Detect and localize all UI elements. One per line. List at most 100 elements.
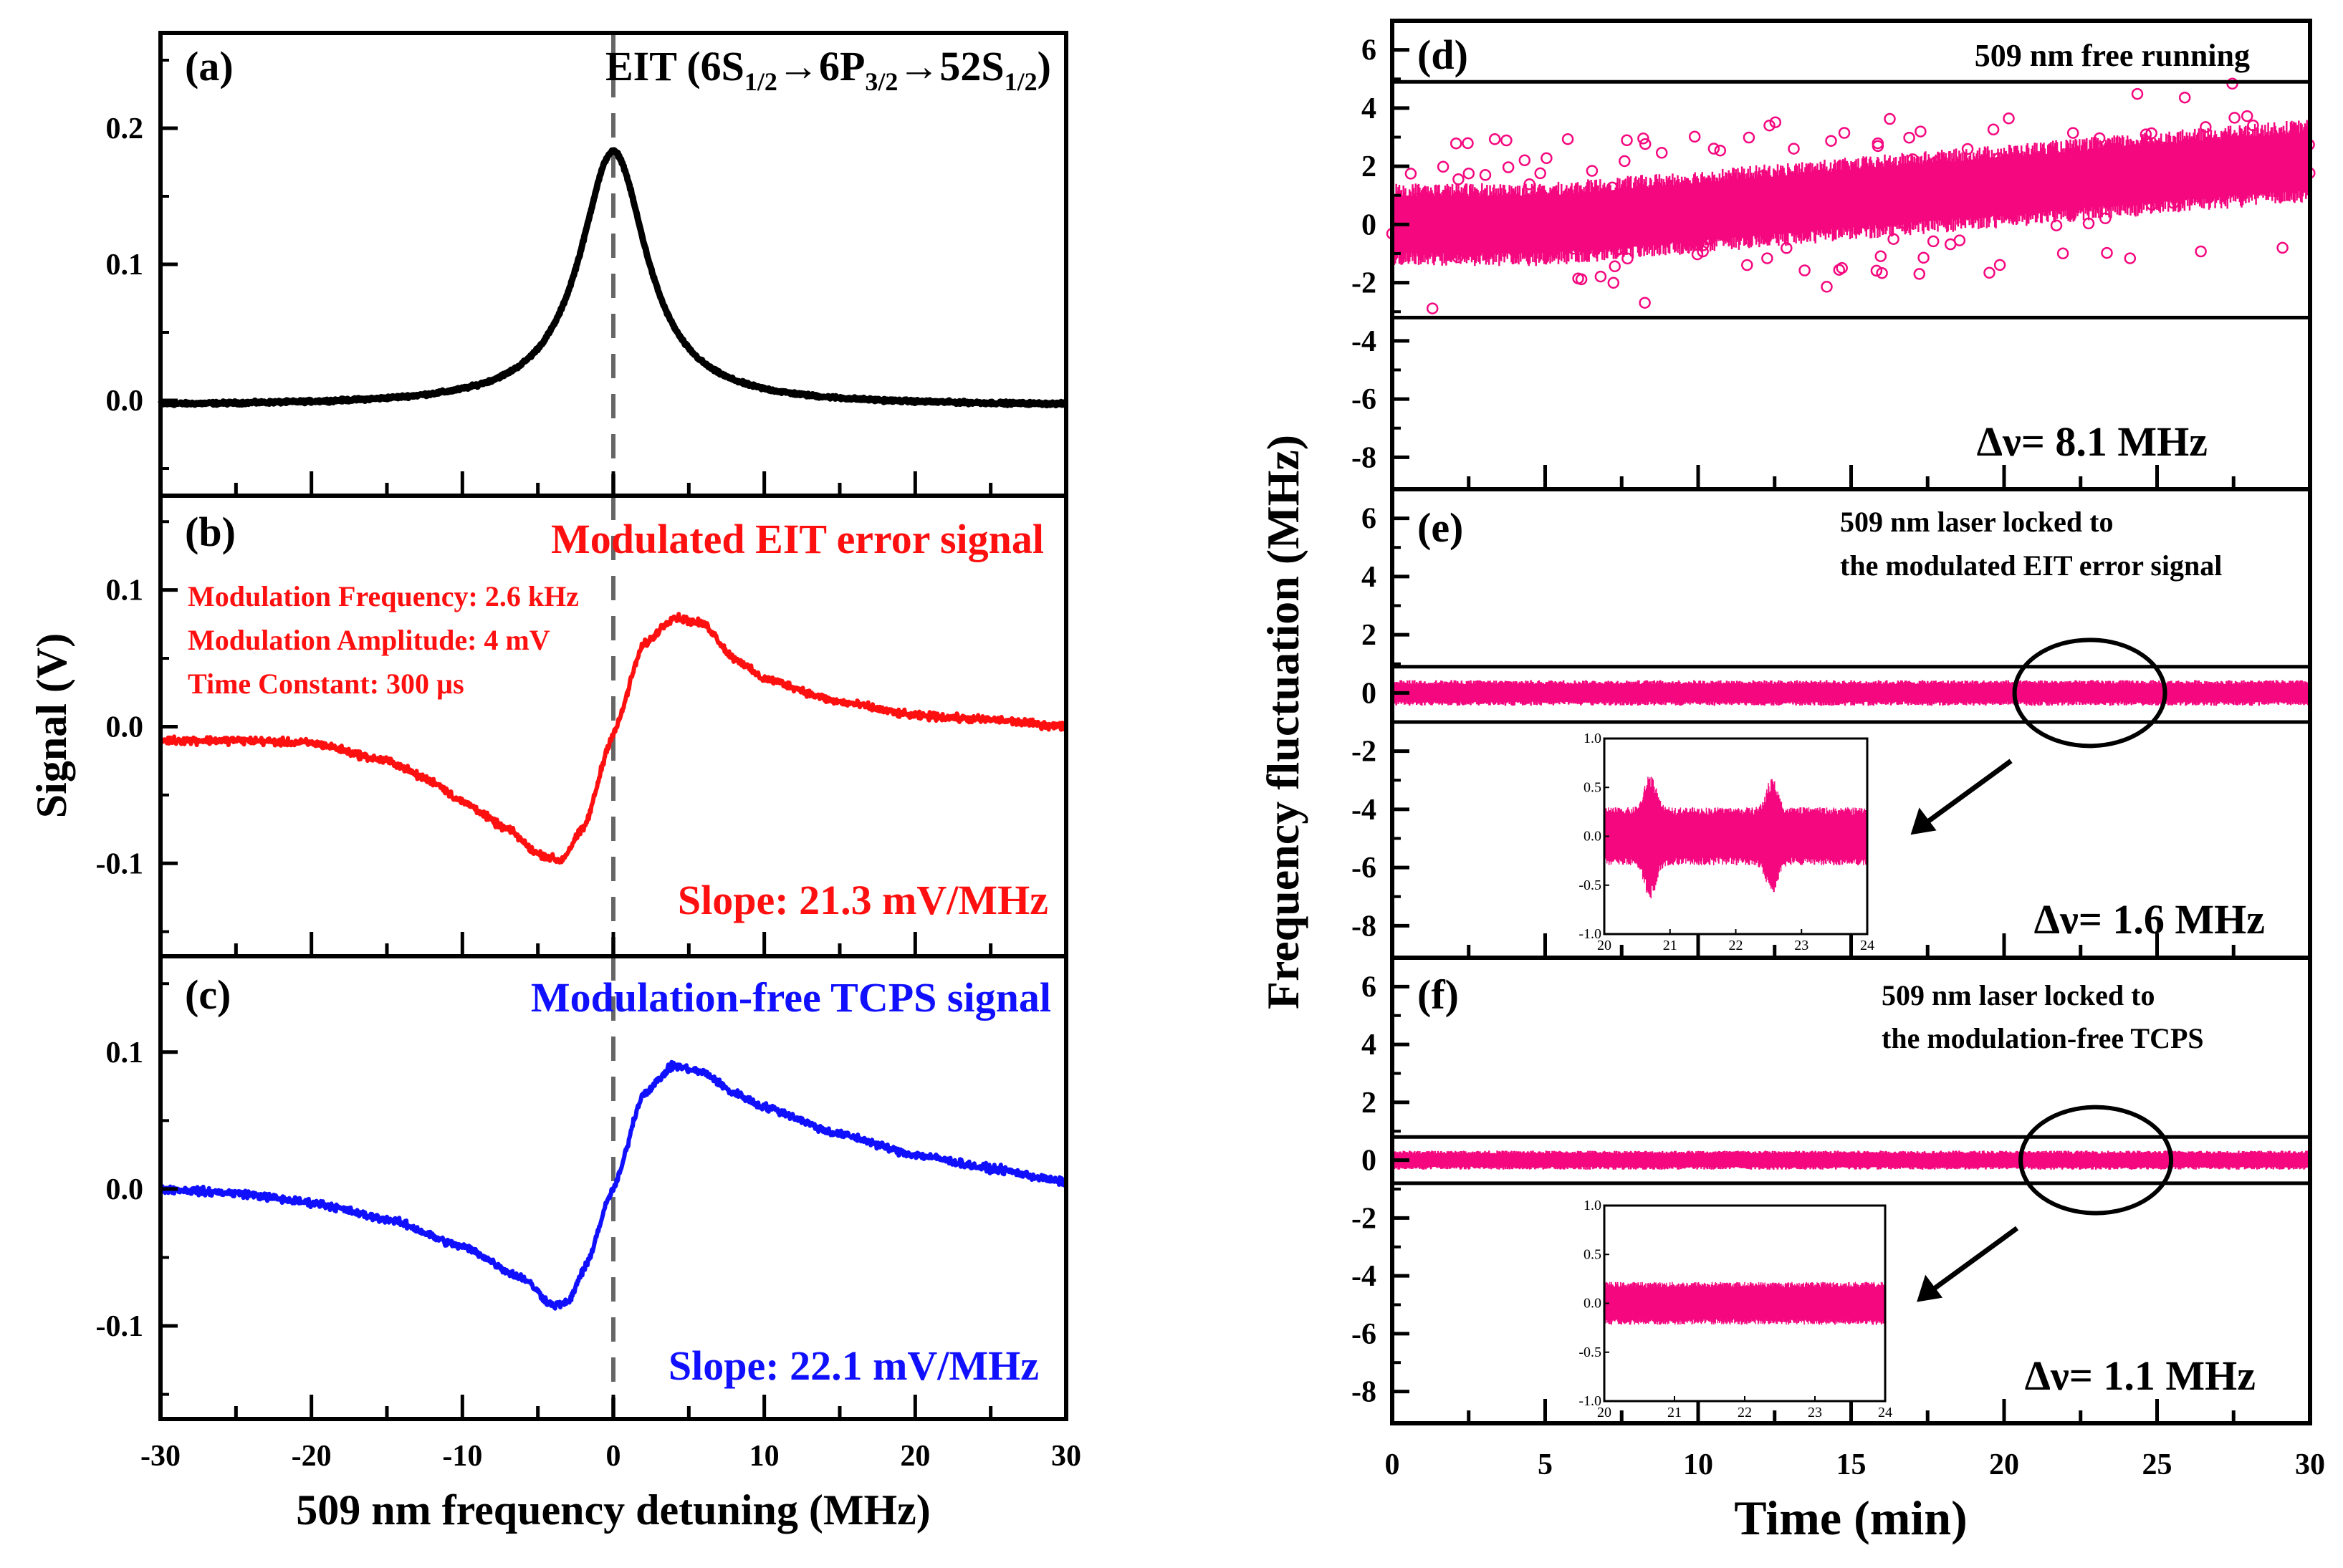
data-point bbox=[1462, 137, 1474, 150]
data-point bbox=[1806, 213, 1819, 225]
arrowhead-icon bbox=[1910, 807, 1937, 835]
data-point bbox=[1512, 208, 1525, 221]
inset-y-tick-label: 0.0 bbox=[1583, 829, 1601, 845]
data-point bbox=[1636, 220, 1648, 232]
data-point bbox=[1875, 179, 1887, 192]
y-tick-label: -2 bbox=[1351, 1202, 1376, 1235]
data-point bbox=[1987, 123, 2000, 136]
data-point bbox=[1884, 112, 1896, 125]
data-point bbox=[1917, 251, 1930, 264]
data-point bbox=[1714, 144, 1727, 157]
y-tick-label: 4 bbox=[1361, 561, 1376, 594]
data-point bbox=[1523, 178, 1535, 191]
signal-curve-b bbox=[158, 612, 1068, 865]
y-tick-label: 6 bbox=[1361, 34, 1376, 67]
data-point bbox=[1518, 218, 1530, 231]
data-point bbox=[1897, 216, 1910, 229]
zoom-region-ellipse bbox=[2012, 638, 2167, 749]
data-point bbox=[1874, 250, 1887, 262]
inset-y-tick-label: -0.5 bbox=[1578, 877, 1601, 893]
x-tick-label: 20 bbox=[900, 1440, 930, 1473]
data-point bbox=[1887, 233, 1899, 245]
data-point bbox=[2021, 183, 2033, 196]
data-point bbox=[2247, 119, 2259, 132]
inset-x-tick-label: 23 bbox=[1794, 938, 1808, 953]
data-point bbox=[1637, 133, 1649, 145]
data-point bbox=[1437, 206, 1450, 218]
data-point bbox=[1861, 190, 1874, 203]
data-point bbox=[1488, 229, 1501, 242]
y-tick-label: -8 bbox=[1351, 910, 1376, 943]
data-point bbox=[1404, 168, 1417, 180]
data-point bbox=[1478, 211, 1490, 223]
data-point bbox=[2176, 186, 2188, 198]
y-tick-label: -6 bbox=[1351, 1318, 1376, 1351]
data-point bbox=[2251, 160, 2263, 173]
data-point bbox=[2026, 168, 2038, 180]
data-point bbox=[1766, 197, 1778, 209]
y-tick-label: 0 bbox=[1361, 677, 1376, 710]
data-point bbox=[1963, 193, 1975, 206]
data-point bbox=[1742, 196, 1755, 208]
inset-y-tick-label: 0.5 bbox=[1583, 779, 1601, 795]
data-point bbox=[2127, 182, 2140, 194]
data-point bbox=[2110, 163, 2123, 175]
data-point bbox=[1688, 209, 1700, 221]
data-point bbox=[2056, 247, 2069, 260]
inset-x-tick-label: 20 bbox=[1597, 938, 1611, 953]
data-point bbox=[1639, 297, 1651, 309]
data-point bbox=[2193, 161, 2206, 173]
data-point bbox=[1984, 199, 1996, 212]
data-point bbox=[1652, 217, 1664, 230]
data-point bbox=[2103, 186, 2115, 198]
data-point bbox=[2218, 150, 2231, 163]
data-point bbox=[2215, 175, 2228, 188]
data-point bbox=[1779, 213, 1791, 226]
y-tick-label: 2 bbox=[1361, 1087, 1376, 1120]
data-point bbox=[1565, 233, 1577, 246]
data-point bbox=[1993, 259, 2006, 271]
y-tick-label: 2 bbox=[1361, 150, 1376, 183]
arrow-icon bbox=[1922, 759, 2013, 827]
data-point bbox=[2131, 87, 2144, 100]
data-point bbox=[1741, 259, 1753, 271]
y-tick-label: 0.1 bbox=[106, 574, 144, 607]
data-point bbox=[1621, 210, 1634, 223]
data-point bbox=[1459, 196, 1471, 208]
panel-title-d: 509 nm free running bbox=[1975, 38, 2250, 73]
panel-label-e: (e) bbox=[1417, 504, 1463, 551]
data-point bbox=[1801, 221, 1813, 234]
y-tick-label: 0.1 bbox=[106, 249, 144, 282]
data-point bbox=[1687, 193, 1699, 206]
data-point bbox=[2140, 128, 2152, 140]
data-point bbox=[1925, 181, 1937, 194]
data-point bbox=[1737, 214, 1750, 227]
data-point bbox=[2269, 160, 2281, 173]
data-point bbox=[2145, 198, 2158, 211]
data-point bbox=[2269, 148, 2281, 160]
data-point bbox=[2041, 186, 2054, 198]
data-point bbox=[2082, 159, 2094, 171]
data-point bbox=[1853, 206, 1866, 218]
data-point bbox=[2158, 167, 2171, 180]
data-point bbox=[1397, 209, 1409, 221]
data-point bbox=[1659, 224, 1672, 236]
title-part: 1/2 bbox=[744, 67, 777, 96]
data-point bbox=[2151, 168, 2163, 181]
data-point bbox=[1606, 210, 1618, 223]
x-tick-label: 10 bbox=[749, 1440, 780, 1473]
data-point bbox=[1930, 156, 1942, 168]
data-point bbox=[2038, 165, 2050, 177]
data-point bbox=[2076, 192, 2089, 205]
data-point bbox=[1412, 192, 1424, 205]
data-point bbox=[1707, 143, 1720, 155]
data-point bbox=[2273, 160, 2285, 173]
data-point bbox=[1588, 218, 1601, 231]
signal-curve-c bbox=[158, 1059, 1068, 1311]
x-tick-label: 30 bbox=[1051, 1440, 1081, 1473]
data-point bbox=[1994, 202, 2007, 215]
y-tick-label: 6 bbox=[1361, 971, 1376, 1004]
slope-label-b: Slope: 21.3 mV/MHz bbox=[678, 877, 1048, 923]
data-point bbox=[1821, 181, 1834, 193]
